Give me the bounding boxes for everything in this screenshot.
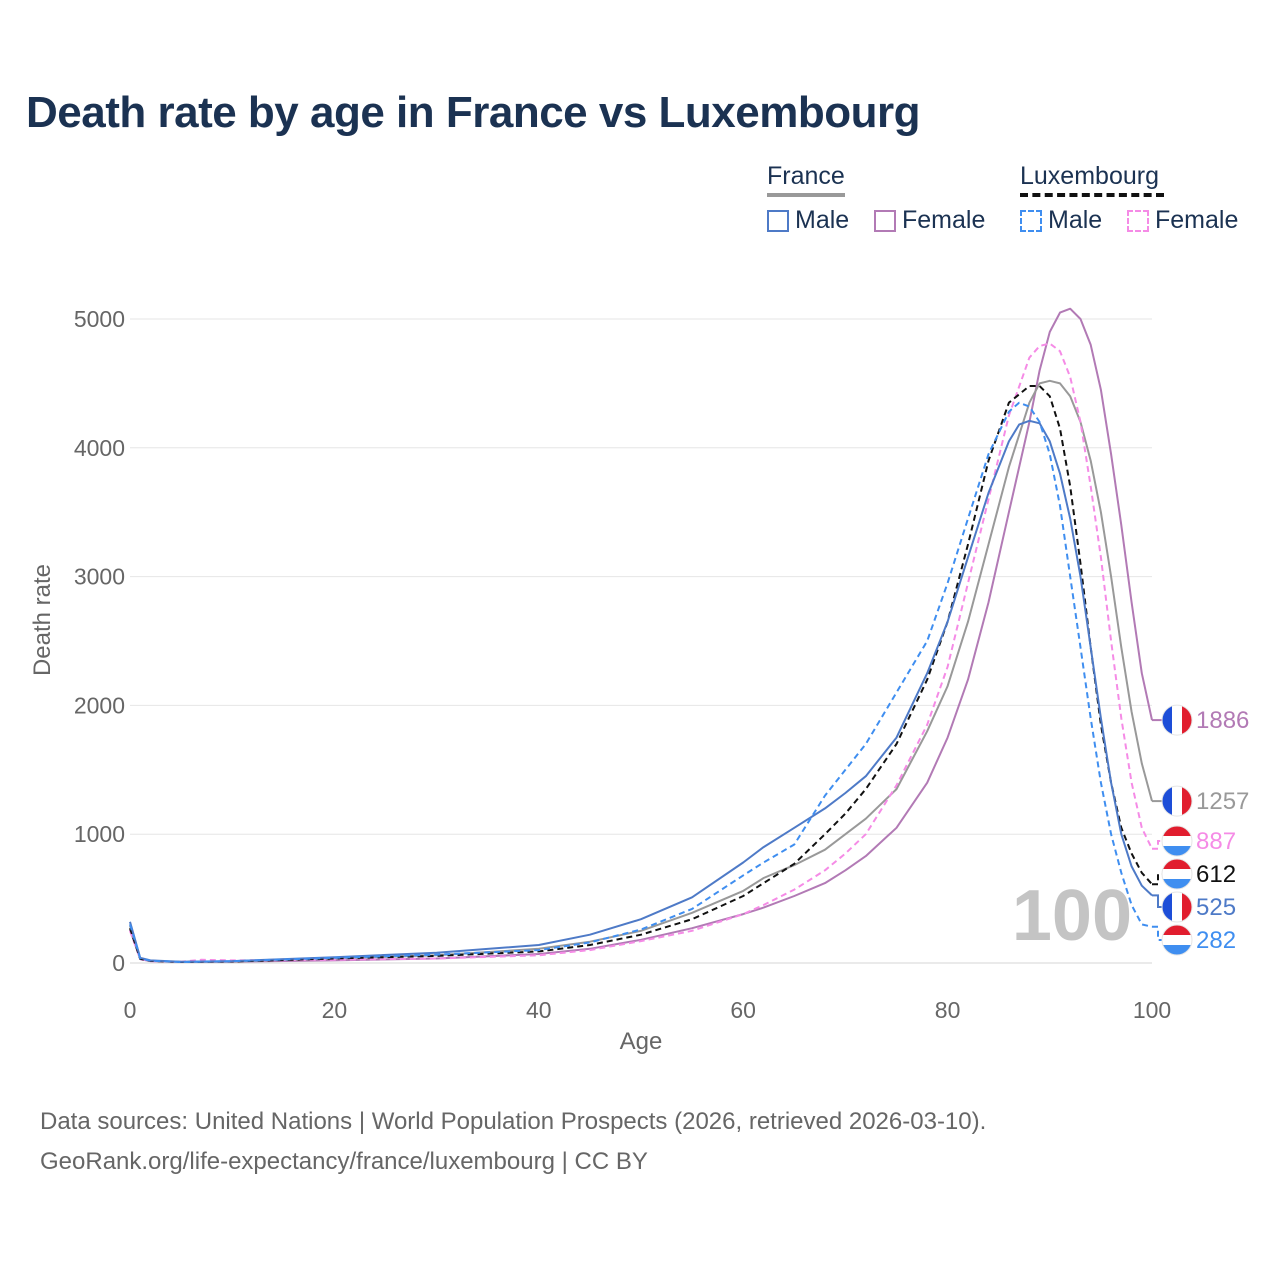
legend-item-luxembourg-male[interactable]: Male (1020, 206, 1102, 235)
end-label-connector (1152, 873, 1162, 886)
chart-title: Death rate by age in France vs Luxembour… (26, 88, 920, 137)
y-axis-title: Death rate (29, 564, 56, 676)
y-tick-label: 4000 (74, 435, 125, 461)
y-tick-label: 2000 (74, 692, 125, 718)
end-value-label: 1257 (1196, 788, 1249, 815)
legend-label-luxembourg-female: Female (1155, 206, 1239, 234)
end-value-label: 525 (1196, 894, 1236, 921)
source-line-1: Data sources: United Nations | World Pop… (40, 1108, 987, 1135)
legend-item-luxembourg-female[interactable]: Female (1127, 206, 1238, 235)
x-tick-label: 80 (935, 997, 961, 1023)
series-line-luxembourg-female[interactable] (129, 342, 1153, 963)
end-value-label: 282 (1196, 927, 1236, 954)
x-tick-label: 40 (526, 997, 552, 1023)
legend-label-france-male: Male (795, 206, 850, 234)
end-label-connector (1152, 925, 1162, 941)
x-tick-label: 20 (322, 997, 348, 1023)
series-line-france-male[interactable] (129, 419, 1153, 963)
x-tick-label: 100 (1133, 997, 1171, 1023)
x-tick-label: 60 (730, 997, 756, 1023)
year-watermark: 100 (1012, 876, 1132, 956)
end-value-label: 612 (1196, 861, 1236, 888)
france-flag-icon (1161, 704, 1193, 736)
legend-label-france-female: Female (902, 206, 986, 234)
legend-swatch-luxembourg-female (1127, 209, 1149, 232)
y-tick-label: 5000 (74, 306, 125, 332)
luxembourg-flag-icon (1161, 858, 1193, 890)
legend-label-luxembourg-male: Male (1048, 206, 1103, 234)
y-tick-label: 1000 (74, 821, 125, 847)
legend-group-title-luxembourg: Luxembourg (1020, 162, 1159, 190)
source-line-2[interactable]: GeoRank.org/life-expectancy/france/luxem… (40, 1148, 648, 1175)
legend-item-france-male[interactable]: Male (767, 206, 849, 235)
legend-item-france-female[interactable]: Female (874, 206, 985, 235)
y-tick-label: 3000 (74, 564, 125, 590)
france-flag-icon (1161, 785, 1193, 817)
luxembourg-flag-icon (1161, 924, 1193, 956)
series-line-france-female[interactable] (129, 307, 1153, 963)
series-line-luxembourg-total[interactable] (129, 385, 1153, 963)
luxembourg-flag-icon (1161, 825, 1193, 857)
legend-swatch-luxembourg-male (1020, 209, 1042, 232)
end-value-label: 1886 (1196, 707, 1249, 734)
legend-swatch-france-female (874, 209, 896, 232)
end-value-label: 887 (1196, 828, 1236, 855)
x-tick-label: 0 (124, 997, 137, 1023)
legend-swatch-france-male (767, 209, 789, 232)
y-tick-label: 0 (112, 950, 125, 976)
end-label-connector (1152, 840, 1162, 850)
legend-group-title-france: France (767, 162, 845, 190)
series-line-luxembourg-male[interactable] (129, 401, 1153, 963)
legend-line-sample-france (767, 193, 845, 197)
france-flag-icon (1161, 891, 1193, 923)
x-axis-title: Age (620, 1028, 663, 1055)
legend-line-sample-luxembourg (1020, 193, 1164, 197)
end-label-connector (1152, 894, 1162, 908)
